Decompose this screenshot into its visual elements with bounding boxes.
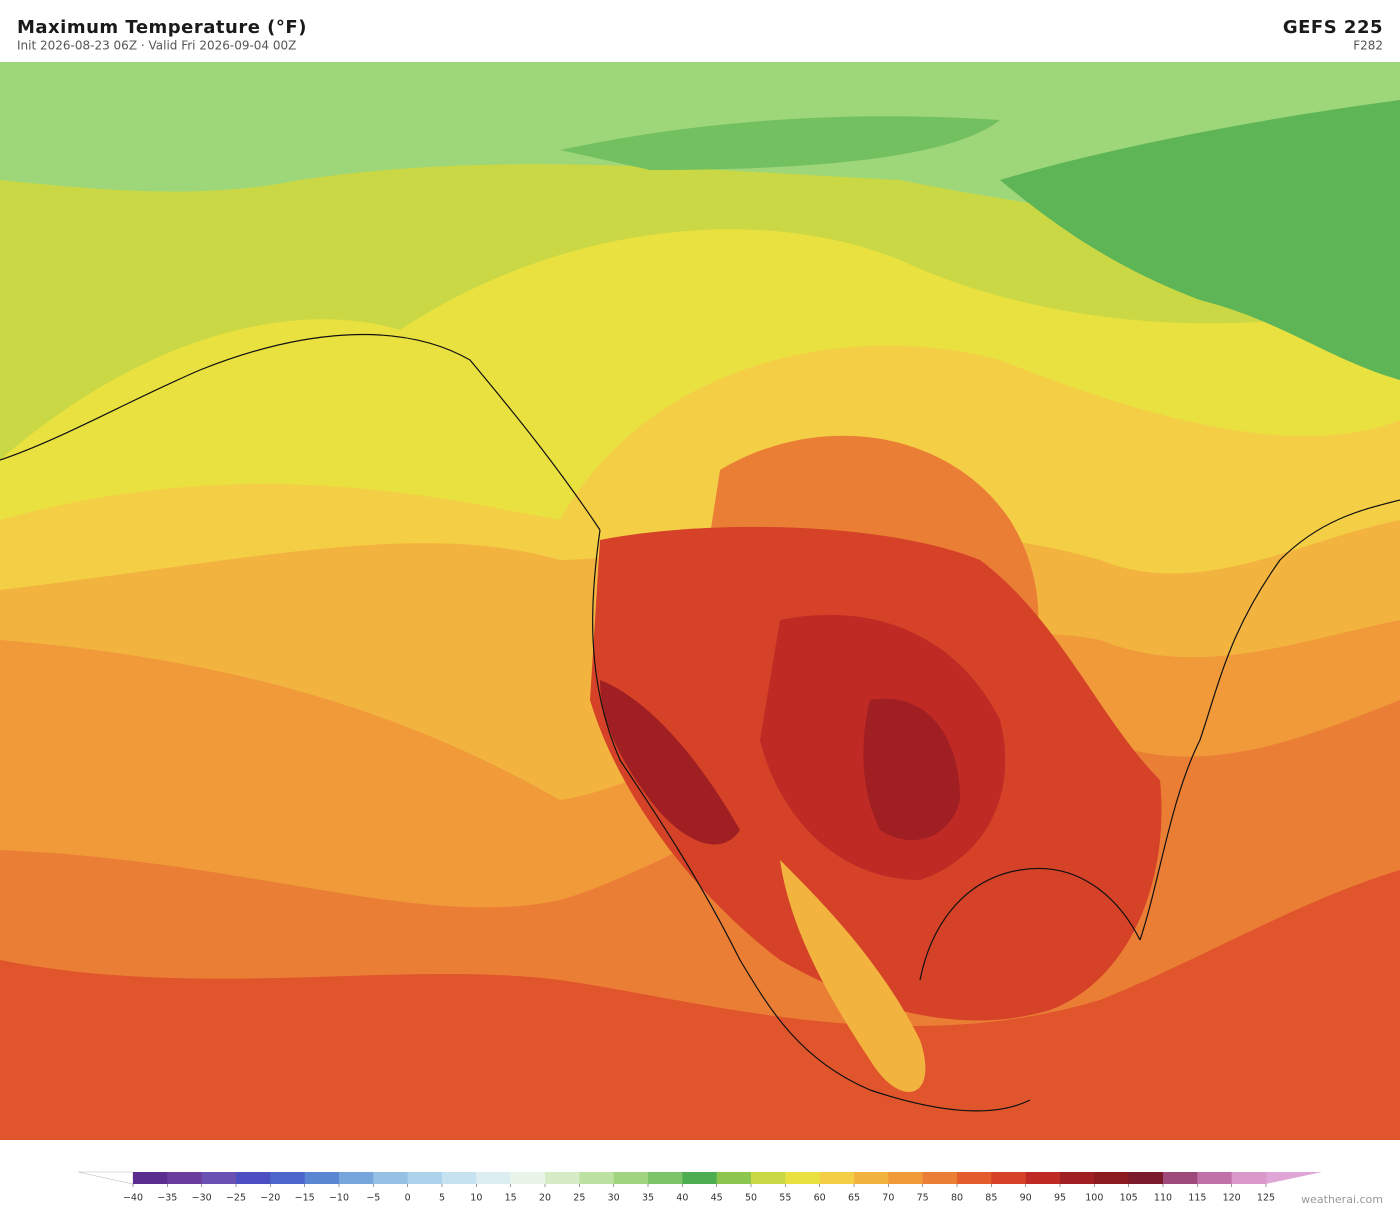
colorbar-tick-label: 75 (917, 1193, 929, 1204)
colorbar-segment (167, 1172, 203, 1184)
colorbar-segment (133, 1172, 168, 1184)
colorbar-tick-label: 10 (470, 1193, 482, 1204)
colorbar-tick-label: 40 (676, 1193, 688, 1204)
colorbar-segment (510, 1172, 546, 1184)
colorbar-tick-label: 20 (539, 1193, 551, 1204)
colorbar-tick-label: 60 (814, 1193, 826, 1204)
colorbar-segment (201, 1172, 237, 1184)
colorbar-segment (888, 1172, 924, 1184)
colorbar-tick-label: 0 (405, 1193, 411, 1204)
map-title: Maximum Temperature (°F) (17, 17, 307, 38)
colorbar-segment (957, 1172, 992, 1184)
colorbar-under (77, 1171, 134, 1185)
colorbar-tick-label: 110 (1154, 1193, 1172, 1204)
colorbar-segment (236, 1172, 271, 1184)
colorbar-tick-label: 70 (882, 1193, 894, 1204)
colorbar-segment (373, 1172, 409, 1184)
colorbar-segment (1128, 1172, 1164, 1184)
colorbar-segment (819, 1172, 855, 1184)
colorbar-segment (545, 1172, 580, 1184)
forecast-hour: F282 (1353, 39, 1383, 53)
colorbar-tick-label: 25 (573, 1193, 585, 1204)
colorbar-tick-label: −35 (157, 1193, 177, 1204)
colorbar-segment (1197, 1172, 1233, 1184)
colorbar-tick-label: 125 (1257, 1193, 1275, 1204)
map-subtitle: Init 2026-08-23 06Z · Valid Fri 2026-09-… (17, 39, 296, 53)
colorbar-tick-label: 105 (1120, 1193, 1138, 1204)
colorbar-tick-label: 5 (439, 1193, 445, 1204)
colorbar-tick-label: 95 (1054, 1193, 1066, 1204)
colorbar-tick-label: 120 (1223, 1193, 1241, 1204)
colorbar-segment (716, 1172, 752, 1184)
colorbar-tick-label: 85 (985, 1193, 997, 1204)
colorbar-segment (682, 1172, 718, 1184)
colorbar-tick-label: 115 (1188, 1193, 1206, 1204)
colorbar-segment (442, 1172, 477, 1184)
colorbar-tick-label: 50 (745, 1193, 757, 1204)
colorbar-segment (407, 1172, 443, 1184)
colorbar-segment (1163, 1172, 1198, 1184)
colorbar-segment (854, 1172, 889, 1184)
map (0, 62, 1400, 1140)
colorbar-tick-label: −20 (260, 1193, 280, 1204)
model-label: GEFS 225 (1283, 17, 1383, 38)
colorbar-over (1266, 1172, 1322, 1184)
colorbar-tick-label: 80 (951, 1193, 963, 1204)
colorbar-tick-label: −25 (226, 1193, 246, 1204)
colorbar: −40 −35 −30 −25 −20 −15 −10 −5 0 5 10 15 20 25 30 35 40 4… (77, 1171, 1322, 1204)
colorbar-segment (304, 1172, 340, 1184)
colorbar-tick-label: 65 (848, 1193, 860, 1204)
colorbar-tick-label: 100 (1085, 1193, 1103, 1204)
colorbar-tick-label: −40 (123, 1193, 143, 1204)
colorbar-tick-label: −10 (329, 1193, 349, 1204)
colorbar-segment (1231, 1172, 1267, 1184)
colorbar-tick-label: 30 (608, 1193, 620, 1204)
colorbar-segment (579, 1172, 615, 1184)
colorbar-segment (613, 1172, 649, 1184)
colorbar-segment (648, 1172, 683, 1184)
colorbar-segment (476, 1172, 512, 1184)
colorbar-segment (991, 1172, 1027, 1184)
colorbar-tick-label: −15 (295, 1193, 315, 1204)
colorbar-tick-label: 35 (642, 1193, 654, 1204)
colorbar-tick-label: 15 (505, 1193, 517, 1204)
colorbar-segment (1025, 1172, 1061, 1184)
colorbar-tick-label: 55 (779, 1193, 791, 1204)
colorbar-segment (1060, 1172, 1095, 1184)
colorbar-segment (270, 1172, 306, 1184)
colorbar-tick-label: 90 (1020, 1193, 1032, 1204)
colorbar-tick-label: 45 (711, 1193, 723, 1204)
colorbar-segment (922, 1172, 958, 1184)
colorbar-segment (751, 1172, 786, 1184)
brand: weatherai.com (1301, 1193, 1383, 1206)
colorbar-segment (785, 1172, 821, 1184)
colorbar-tick-label: −5 (366, 1193, 380, 1204)
colorbar-segment (1094, 1172, 1130, 1184)
colorbar-segment (339, 1172, 374, 1184)
colorbar-tick-label: −30 (192, 1193, 212, 1204)
